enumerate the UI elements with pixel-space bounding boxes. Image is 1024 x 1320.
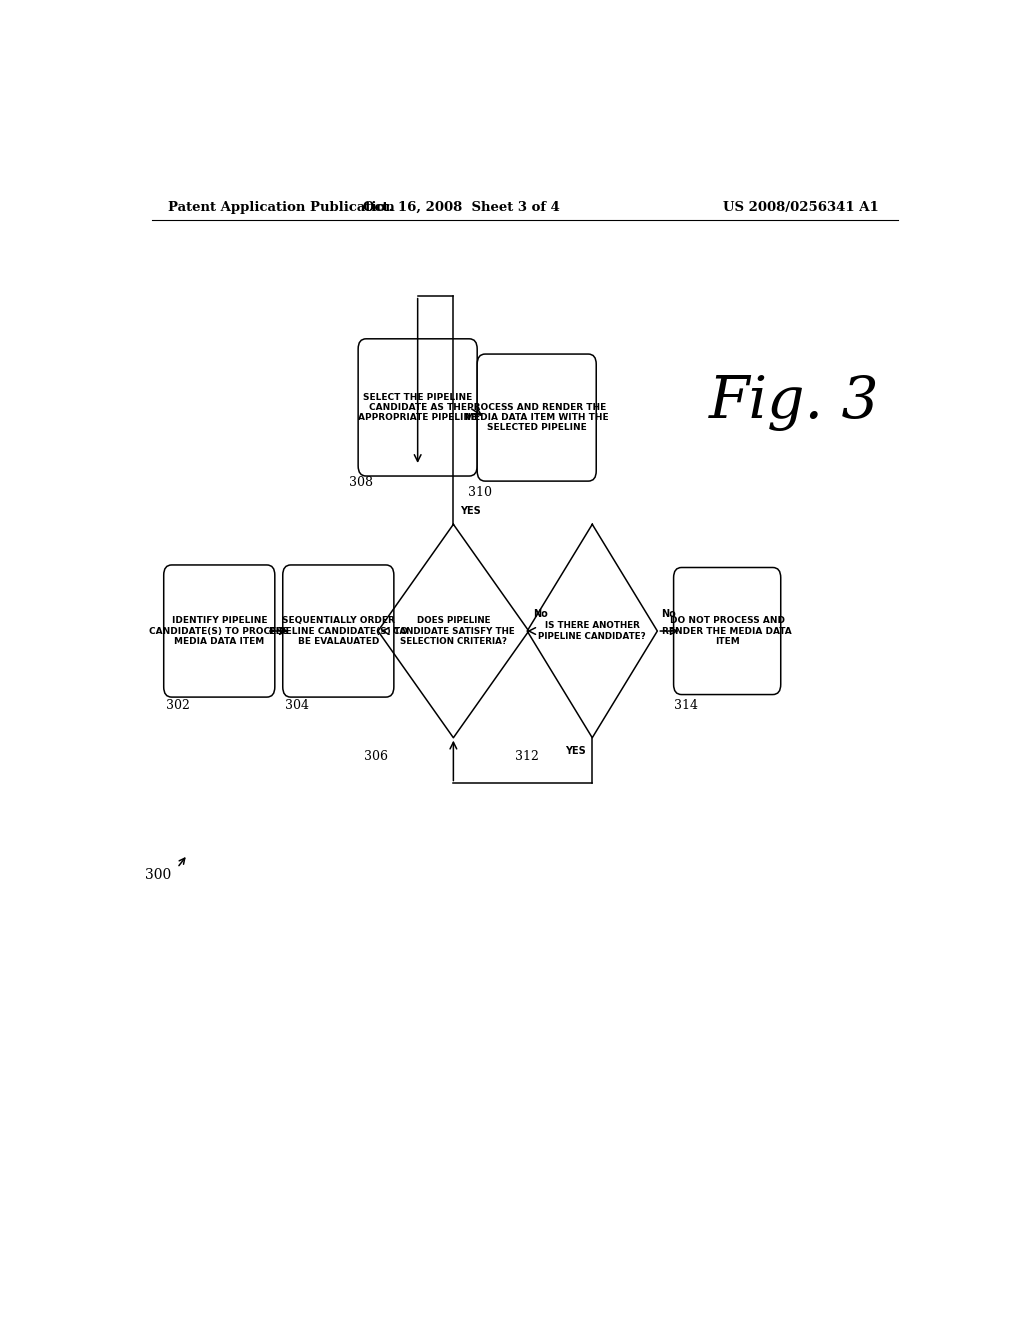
Text: DOES PIPELINE
CANDIDATE SATISFY THE
SELECTION CRITERIA?: DOES PIPELINE CANDIDATE SATISFY THE SELE…: [392, 616, 514, 645]
Text: 306: 306: [365, 750, 388, 763]
Text: DO NOT PROCESS AND
RENDER THE MEDIA DATA
ITEM: DO NOT PROCESS AND RENDER THE MEDIA DATA…: [663, 616, 792, 645]
FancyBboxPatch shape: [358, 339, 477, 477]
Text: Patent Application Publication: Patent Application Publication: [168, 201, 394, 214]
Text: Oct. 16, 2008  Sheet 3 of 4: Oct. 16, 2008 Sheet 3 of 4: [362, 201, 560, 214]
Text: PROCESS AND RENDER THE
MEDIA DATA ITEM WITH THE
SELECTED PIPELINE: PROCESS AND RENDER THE MEDIA DATA ITEM W…: [465, 403, 608, 433]
FancyBboxPatch shape: [674, 568, 780, 694]
Text: SEQUENTIALLY ORDER
PIPELINE CANDIDATE(S) TO
BE EVALAUATED: SEQUENTIALLY ORDER PIPELINE CANDIDATE(S)…: [269, 616, 408, 645]
Text: US 2008/0256341 A1: US 2008/0256341 A1: [723, 201, 879, 214]
Text: Fig. 3: Fig. 3: [710, 374, 880, 430]
Text: YES: YES: [460, 506, 480, 516]
Text: 314: 314: [674, 700, 698, 711]
FancyBboxPatch shape: [164, 565, 274, 697]
Text: IDENTIFY PIPELINE
CANDIDATE(S) TO PROCESS
MEDIA DATA ITEM: IDENTIFY PIPELINE CANDIDATE(S) TO PROCES…: [150, 616, 289, 645]
FancyBboxPatch shape: [477, 354, 596, 480]
Text: 310: 310: [468, 486, 492, 499]
Text: 304: 304: [285, 700, 309, 711]
Text: No: No: [532, 609, 548, 619]
Text: No: No: [662, 609, 676, 619]
Text: YES: YES: [565, 746, 586, 756]
Text: SELECT THE PIPELINE
CANDIDATE AS THE
APPROPRIATE PIPELINE: SELECT THE PIPELINE CANDIDATE AS THE APP…: [358, 392, 477, 422]
Text: 302: 302: [166, 700, 190, 711]
Text: 308: 308: [348, 475, 373, 488]
Text: IS THERE ANOTHER
PIPELINE CANDIDATE?: IS THERE ANOTHER PIPELINE CANDIDATE?: [539, 622, 646, 640]
Text: 300: 300: [145, 869, 172, 882]
FancyBboxPatch shape: [283, 565, 394, 697]
Text: 312: 312: [515, 750, 540, 763]
